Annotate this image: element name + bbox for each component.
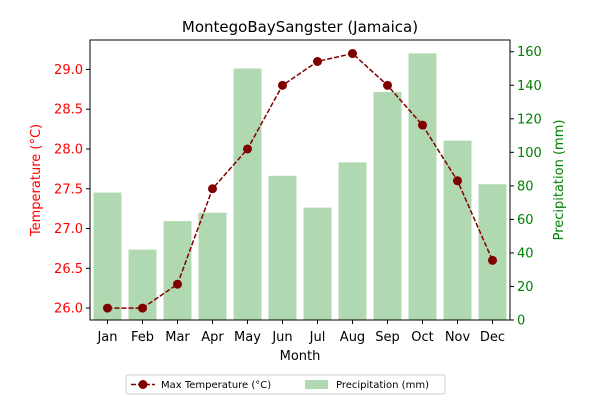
precipitation-bar-oct	[408, 53, 437, 320]
x-axis: Jan Feb Mar Apr May Jun Jul Aug Sep Oct Nov Dec	[96, 320, 505, 345]
x-tick-label: Jun	[271, 330, 292, 345]
legend-frame	[125, 374, 446, 395]
x-axis-label: Month	[280, 349, 321, 364]
temperature-point-dec	[488, 255, 497, 265]
y-left-tick-label: 26.0	[54, 302, 83, 317]
y-right-tick-label: 100	[517, 146, 542, 161]
plot-area-frame	[89, 39, 511, 321]
temperature-point-nov	[453, 176, 462, 186]
y-axis-left: 26.0 26.5 27.0 27.5 28.0 28.5 29.0	[54, 63, 90, 317]
temperature-point-may	[243, 144, 252, 154]
x-tick-label: Dec	[480, 330, 505, 345]
y-left-tick-label: 27.5	[54, 182, 83, 197]
x-tick-label: Jan	[96, 330, 117, 345]
temperature-point-sep	[383, 80, 392, 90]
y-axis-left-label: Temperature (°C)	[29, 124, 44, 237]
precipitation-bar-apr	[198, 212, 227, 320]
temperature-point-mar	[173, 279, 182, 289]
x-tick-label: May	[234, 330, 261, 345]
precipitation-bar-may	[233, 68, 262, 320]
y-right-tick-label: 140	[517, 79, 542, 94]
temperature-point-jun	[278, 80, 287, 90]
y-left-tick-label: 27.0	[54, 222, 83, 237]
temperature-line	[103, 49, 497, 313]
temperature-point-jul	[313, 56, 322, 66]
y-right-tick-label: 80	[517, 179, 534, 194]
chart-title: MontegoBaySangster (Jamaica)	[182, 18, 418, 36]
y-right-tick-label: 160	[517, 45, 542, 60]
precipitation-bar-jun	[268, 175, 297, 320]
y-left-tick-label: 29.0	[54, 63, 83, 78]
temperature-series-line	[107, 52, 494, 309]
temperature-point-apr	[208, 184, 217, 194]
precipitation-bar-jul	[303, 207, 332, 320]
temperature-point-aug	[348, 49, 357, 59]
temperature-point-jan	[103, 303, 112, 313]
legend: Max Temperature (°C) Precipitation (mm)	[125, 374, 446, 395]
precipitation-bar-nov	[443, 140, 472, 320]
y-left-tick-label: 26.5	[54, 262, 83, 277]
x-tick-label: Apr	[201, 330, 224, 345]
x-tick-label: Jul	[309, 330, 326, 345]
legend-label-precipitation: Precipitation (mm)	[336, 380, 429, 391]
precipitation-bar-dec	[478, 184, 507, 320]
x-tick-label: Oct	[411, 330, 433, 345]
precipitation-bars	[93, 53, 507, 321]
y-axis-right-label: Precipitation (mm)	[552, 120, 567, 241]
precipitation-bar-aug	[338, 162, 367, 320]
x-tick-label: Feb	[131, 330, 154, 345]
precipitation-bar-sep	[373, 91, 402, 321]
legend-bar-swatch	[305, 380, 328, 389]
y-left-tick-label: 28.5	[54, 103, 83, 118]
y-right-tick-label: 120	[517, 112, 542, 127]
x-tick-label: Nov	[445, 330, 471, 345]
precipitation-bar-jan	[93, 192, 122, 320]
temperature-point-oct	[418, 120, 427, 130]
x-tick-label: Mar	[165, 330, 190, 345]
legend-marker-swatch	[138, 380, 148, 389]
legend-label-temperature: Max Temperature (°C)	[161, 380, 271, 391]
y-right-tick-label: 0	[517, 314, 525, 329]
y-right-tick-label: 20	[517, 280, 534, 295]
y-left-tick-label: 28.0	[54, 142, 83, 157]
y-right-tick-label: 60	[517, 213, 534, 228]
x-tick-label: Sep	[375, 330, 400, 345]
x-tick-label: Aug	[340, 330, 365, 345]
precipitation-bar-mar	[163, 221, 192, 320]
y-axis-right: 0 20 40 60 80 100 120 140 160	[510, 45, 542, 329]
temperature-point-feb	[138, 303, 147, 313]
y-right-tick-label: 40	[517, 246, 534, 261]
